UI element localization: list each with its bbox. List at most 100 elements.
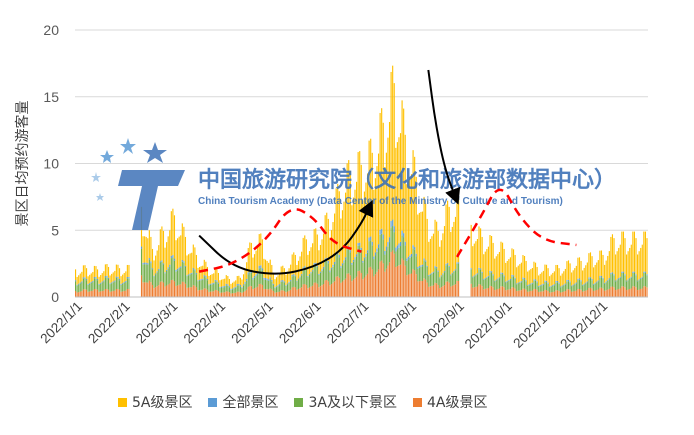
bar-segment [354,189,356,258]
bar-segment [478,226,480,268]
bar-segment [531,283,533,291]
bar-segment [516,291,518,297]
bar-segment [225,291,227,297]
bar-segment [500,272,502,274]
bar-segment [426,282,428,297]
bar-segment [412,268,414,297]
trend-arrow [198,199,374,275]
bar-segment [162,230,165,264]
bar-segment [429,274,431,287]
bar-segment [534,280,537,289]
bar-segment [277,286,279,292]
bar-segment [242,291,245,297]
bar-segment [643,271,645,273]
bar-segment [308,251,311,275]
bar-segment [126,276,128,279]
bar-segment [188,275,190,288]
bar-segment [523,288,526,297]
trend-annotations [198,69,577,275]
bar-segment [571,285,573,287]
bar-segment [189,274,191,288]
bar-segment [93,276,95,279]
bar-segment [622,272,625,287]
bar-segment [348,248,350,274]
bar-segment [572,284,574,286]
bar-segment [155,287,157,297]
bar-segment [560,292,562,297]
bar-segment [644,231,646,272]
bar-segment [506,289,508,297]
bar-segment [79,282,81,284]
bar-segment [84,265,86,278]
bar-segment [583,291,585,297]
bar-segment [489,235,491,271]
bar-segment [605,282,607,291]
bar-segment [491,235,493,272]
bar-segment [563,284,565,286]
bar-segment [618,247,620,278]
bar-segment [230,283,232,290]
bar-segment [219,287,221,293]
bar-segment [393,253,395,297]
bar-segment [481,271,483,273]
bar-segment [425,261,427,280]
bar-segment [600,277,603,288]
bar-segment [321,285,323,297]
bar-segment [599,250,601,277]
bar-segment [345,257,347,260]
bar-segment [260,233,262,266]
bar-segment [144,264,146,283]
bar-segment [409,273,411,297]
bar-segment [247,274,249,287]
bar-segment [447,263,449,265]
bar-segment [440,276,442,288]
bar-segment [269,277,271,280]
bar-segment [428,241,430,275]
bar-segment [370,266,372,297]
bar-segment [618,278,620,289]
x-tick-label: 2022/7/1 [324,299,372,347]
bar-segment [312,270,314,272]
bar-segment [385,246,387,251]
bar-segment [440,240,442,276]
bar-segment [627,251,629,280]
bar-segment [429,273,431,275]
bar-segment [382,239,384,264]
bar-segment [202,289,204,297]
bar-segment [109,291,111,297]
bar-segment [593,290,595,297]
bar-segment [432,285,435,297]
bar-segment [558,268,560,283]
bar-segment [211,291,213,297]
bar-segment [589,277,592,279]
bar-segment [96,289,99,297]
chart-canvas: 0 5 10 15 20 2022/1/1 2022/2/1 2022/3/1 2022/4/… [14,22,648,352]
bar-segment [299,288,301,297]
bar-segment [301,275,303,288]
bar-segment [123,272,125,282]
bar-segment [155,273,157,275]
bar-segment [484,288,486,297]
bar-segment [354,259,356,279]
bar-segment [544,289,546,297]
bar-segment [582,291,584,297]
bar-segment [274,279,276,288]
bar-segment [425,260,427,262]
bar-segment [180,235,182,267]
bar-segment [177,285,179,297]
bar-segment [255,274,257,277]
bar-segment [630,244,632,277]
bar-segment [505,282,507,291]
bar-segment [96,280,99,290]
bar-segment [161,281,163,297]
bar-segment [613,238,615,275]
bar-segment [362,262,364,280]
bar-segment [117,276,119,279]
bar-segment [166,270,168,286]
bar-segment [345,259,347,279]
bar-segment [199,280,201,291]
bar-segment [442,273,444,275]
bar-segment [530,290,532,297]
bar-segment [533,261,535,280]
bar-segment [156,250,158,272]
